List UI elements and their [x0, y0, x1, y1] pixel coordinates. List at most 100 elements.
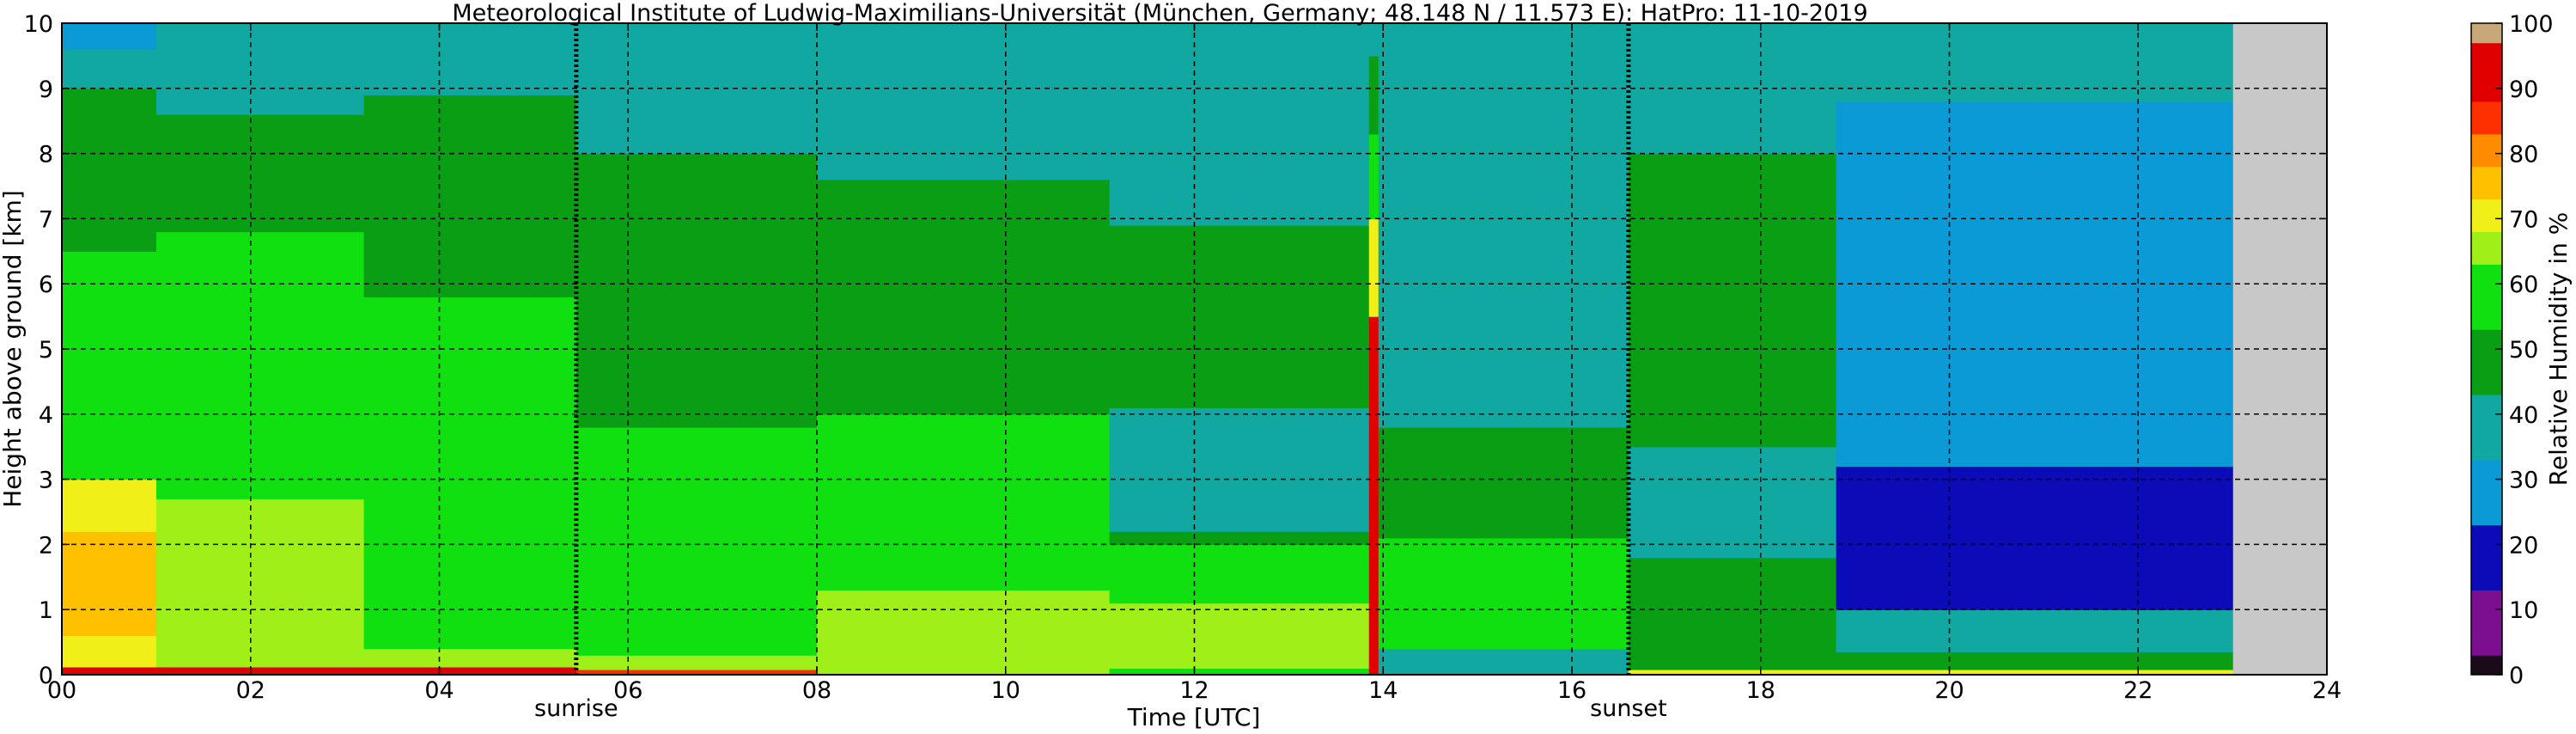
colorbar-segment [2471, 133, 2502, 168]
humidity-cell [363, 49, 577, 95]
x-tick-label: 08 [802, 677, 831, 704]
humidity-cell [1628, 153, 1837, 448]
y-axis-label: Height above ground [km] [0, 190, 27, 508]
humidity-cell [62, 531, 157, 637]
chart-title: Meteorological Institute of Ludwig-Maxim… [452, 0, 1867, 27]
humidity-cell [155, 642, 365, 668]
sunrise-label: sunrise [534, 695, 618, 722]
humidity-cell [575, 426, 818, 656]
humidity-cell [155, 23, 365, 64]
humidity-cell [1368, 55, 1379, 135]
humidity-cell [62, 88, 157, 168]
x-tick-label: 12 [1179, 677, 1209, 704]
humidity-cell [62, 251, 157, 480]
humidity-cell [363, 95, 577, 161]
humidity-cell [1628, 642, 1837, 670]
colorbar-segment [2471, 590, 2502, 656]
humidity-cell [1836, 101, 2233, 206]
colorbar-tick-label: 30 [2509, 468, 2538, 494]
humidity-cell [1836, 466, 2233, 610]
humidity-cell [363, 524, 577, 650]
colorbar-segment [2471, 264, 2502, 330]
humidity-cell [1109, 668, 1370, 676]
humidity-cell [1378, 23, 1629, 89]
humidity-cell [363, 666, 577, 676]
humidity-cell [363, 648, 577, 668]
humidity-cell [1368, 218, 1379, 317]
humidity-cell [817, 23, 1111, 89]
humidity-cell [817, 179, 1111, 350]
colorbar-segment [2471, 166, 2502, 200]
humidity-cell [155, 231, 365, 499]
humidity-cell [1378, 537, 1629, 650]
colorbar-tick-label: 90 [2509, 76, 2538, 103]
colorbar-tick-label: 100 [2509, 11, 2554, 38]
x-tick-label: 18 [1746, 677, 1775, 704]
humidity-cell [575, 153, 818, 246]
humidity-cell [575, 23, 818, 70]
humidity-cell [1109, 602, 1370, 670]
humidity-cell [62, 479, 157, 532]
humidity-cell [62, 635, 157, 668]
humidity-cell [1378, 426, 1629, 539]
colorbar: 0 10 20 30 40 50 60 70 80 90 100 [2470, 11, 2554, 689]
y-tick-label: 4 [39, 402, 53, 429]
y-tick-label: 8 [39, 142, 53, 168]
y-axis-ticks: 0 1 2 3 4 5 6 7 8 9 10 [24, 11, 2327, 689]
humidity-cell [1109, 544, 1370, 604]
colorbar-label: Relative Humidity in % [2544, 212, 2573, 486]
x-axis-ticks: 00 02 04 06 08 10 12 14 16 18 20 22 24 [47, 23, 2342, 704]
humidity-cell [817, 413, 1111, 506]
colorbar-segment [2471, 23, 2502, 44]
colorbar-segment [2471, 231, 2502, 265]
humidity-cell [155, 114, 365, 233]
x-tick-label: 00 [47, 677, 76, 704]
y-tick-label: 5 [39, 337, 53, 364]
humidity-cell [1109, 101, 1370, 226]
x-tick-label: 02 [236, 677, 265, 704]
colorbar-segment [2471, 199, 2502, 233]
humidity-cell [817, 505, 1111, 591]
y-tick-label: 9 [39, 76, 53, 103]
humidity-cell [817, 668, 1111, 676]
colorbar-segment [2471, 655, 2502, 676]
x-tick-label: 10 [991, 677, 1020, 704]
colorbar-tick-label: 80 [2509, 142, 2538, 168]
humidity-cell [1836, 609, 2233, 653]
humidity-cell [62, 23, 157, 50]
x-axis-label: Time [UTC] [1127, 703, 1261, 731]
colorbar-segment [2471, 524, 2502, 590]
humidity-cell [1109, 407, 1370, 532]
y-tick-label: 10 [24, 11, 53, 38]
x-tick-label: 06 [613, 677, 642, 704]
humidity-cell [1368, 23, 1379, 57]
humidity-cell [1836, 205, 2233, 330]
grid [62, 23, 2327, 675]
humidity-cell [1109, 23, 1370, 102]
humidity-cell [1368, 316, 1379, 643]
sunset-label: sunset [1590, 695, 1667, 722]
y-tick-label: 7 [39, 206, 53, 233]
humidity-cell [1836, 651, 2233, 670]
humidity-cell [1628, 557, 1837, 643]
humidity-cell [1109, 531, 1370, 545]
humidity-cell [575, 655, 818, 670]
colorbar-tick-label: 40 [2509, 402, 2538, 429]
humidity-cell [155, 666, 365, 676]
humidity-cell [1836, 23, 2233, 102]
humidity-cell [62, 666, 157, 676]
y-tick-label: 3 [39, 468, 53, 494]
y-tick-label: 6 [39, 272, 53, 298]
humidity-cell [62, 166, 157, 252]
humidity-cell [575, 669, 818, 676]
humidity-cell [1109, 224, 1370, 408]
x-tick-label: 22 [2123, 677, 2153, 704]
y-tick-label: 1 [39, 597, 53, 624]
humidity-cell [1628, 446, 1837, 559]
colorbar-segment [2471, 395, 2502, 461]
colorbar-segment [2471, 329, 2502, 395]
x-tick-label: 04 [424, 677, 454, 704]
x-tick-label: 24 [2312, 677, 2342, 704]
